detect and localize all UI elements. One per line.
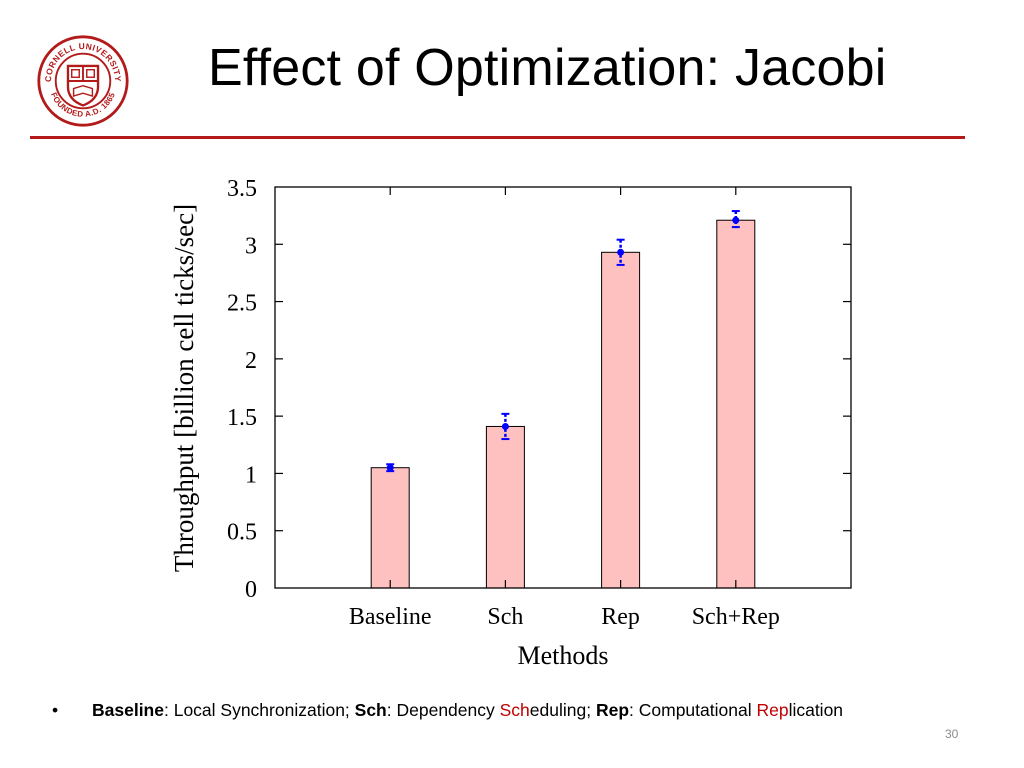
y-axis-label: Throughput [billion cell ticks/sec] <box>169 204 199 572</box>
y-tick-label: 0.5 <box>227 520 257 546</box>
bullet-dot: • <box>52 700 59 720</box>
y-tick-label: 0 <box>245 577 257 603</box>
x-tick-label: Sch <box>487 604 523 630</box>
mean-point <box>732 216 740 224</box>
y-tick-label: 2.5 <box>227 291 257 317</box>
y-tick-label: 2 <box>245 348 257 374</box>
bullet-term-baseline: Baseline <box>92 700 164 720</box>
bar-rep <box>601 251 641 589</box>
page-number: 30 <box>945 727 959 741</box>
bullet-term-sch: Sch <box>354 700 387 720</box>
cornell-university-seal-icon: CORNELL UNIVERSITY FOUNDED A.D. 1865 <box>37 35 129 127</box>
mean-point <box>617 248 625 256</box>
legend-bullet: • Baseline: Local Synchronization; Sch: D… <box>52 700 1012 721</box>
bullet-desc-rep-a: : Computational <box>629 700 757 720</box>
mean-point <box>501 422 509 430</box>
y-tick-label: 3 <box>245 233 257 259</box>
bullet-desc-baseline: : Local Synchronization; <box>163 700 355 720</box>
bar-sch <box>485 425 525 589</box>
bullet-highlight-sch: Sch <box>499 700 530 720</box>
mean-point <box>386 464 394 472</box>
y-tick-label: 3.5 <box>227 176 257 202</box>
bullet-term-rep: Rep <box>595 700 630 720</box>
slide-title: Effect of Optimization: Jacobi <box>208 39 887 97</box>
bullet-highlight-rep: Rep <box>756 700 789 720</box>
x-tick-label: Rep <box>601 604 640 630</box>
x-tick-label: Baseline <box>349 604 432 630</box>
bullet-desc-rep-b: lication <box>788 700 844 720</box>
title-divider <box>30 136 965 139</box>
bullet-desc-sch-a: : Dependency <box>386 700 500 720</box>
x-tick-label: Sch+Rep <box>692 604 780 630</box>
bar-baseline <box>370 467 410 589</box>
plot-frame <box>274 186 852 589</box>
x-axis-label: Methods <box>518 641 609 670</box>
bar-sch-rep <box>716 219 756 589</box>
bullet-desc-sch-b: eduling; <box>529 700 596 720</box>
y-tick-label: 1.5 <box>227 405 257 431</box>
y-tick-label: 1 <box>245 462 257 488</box>
